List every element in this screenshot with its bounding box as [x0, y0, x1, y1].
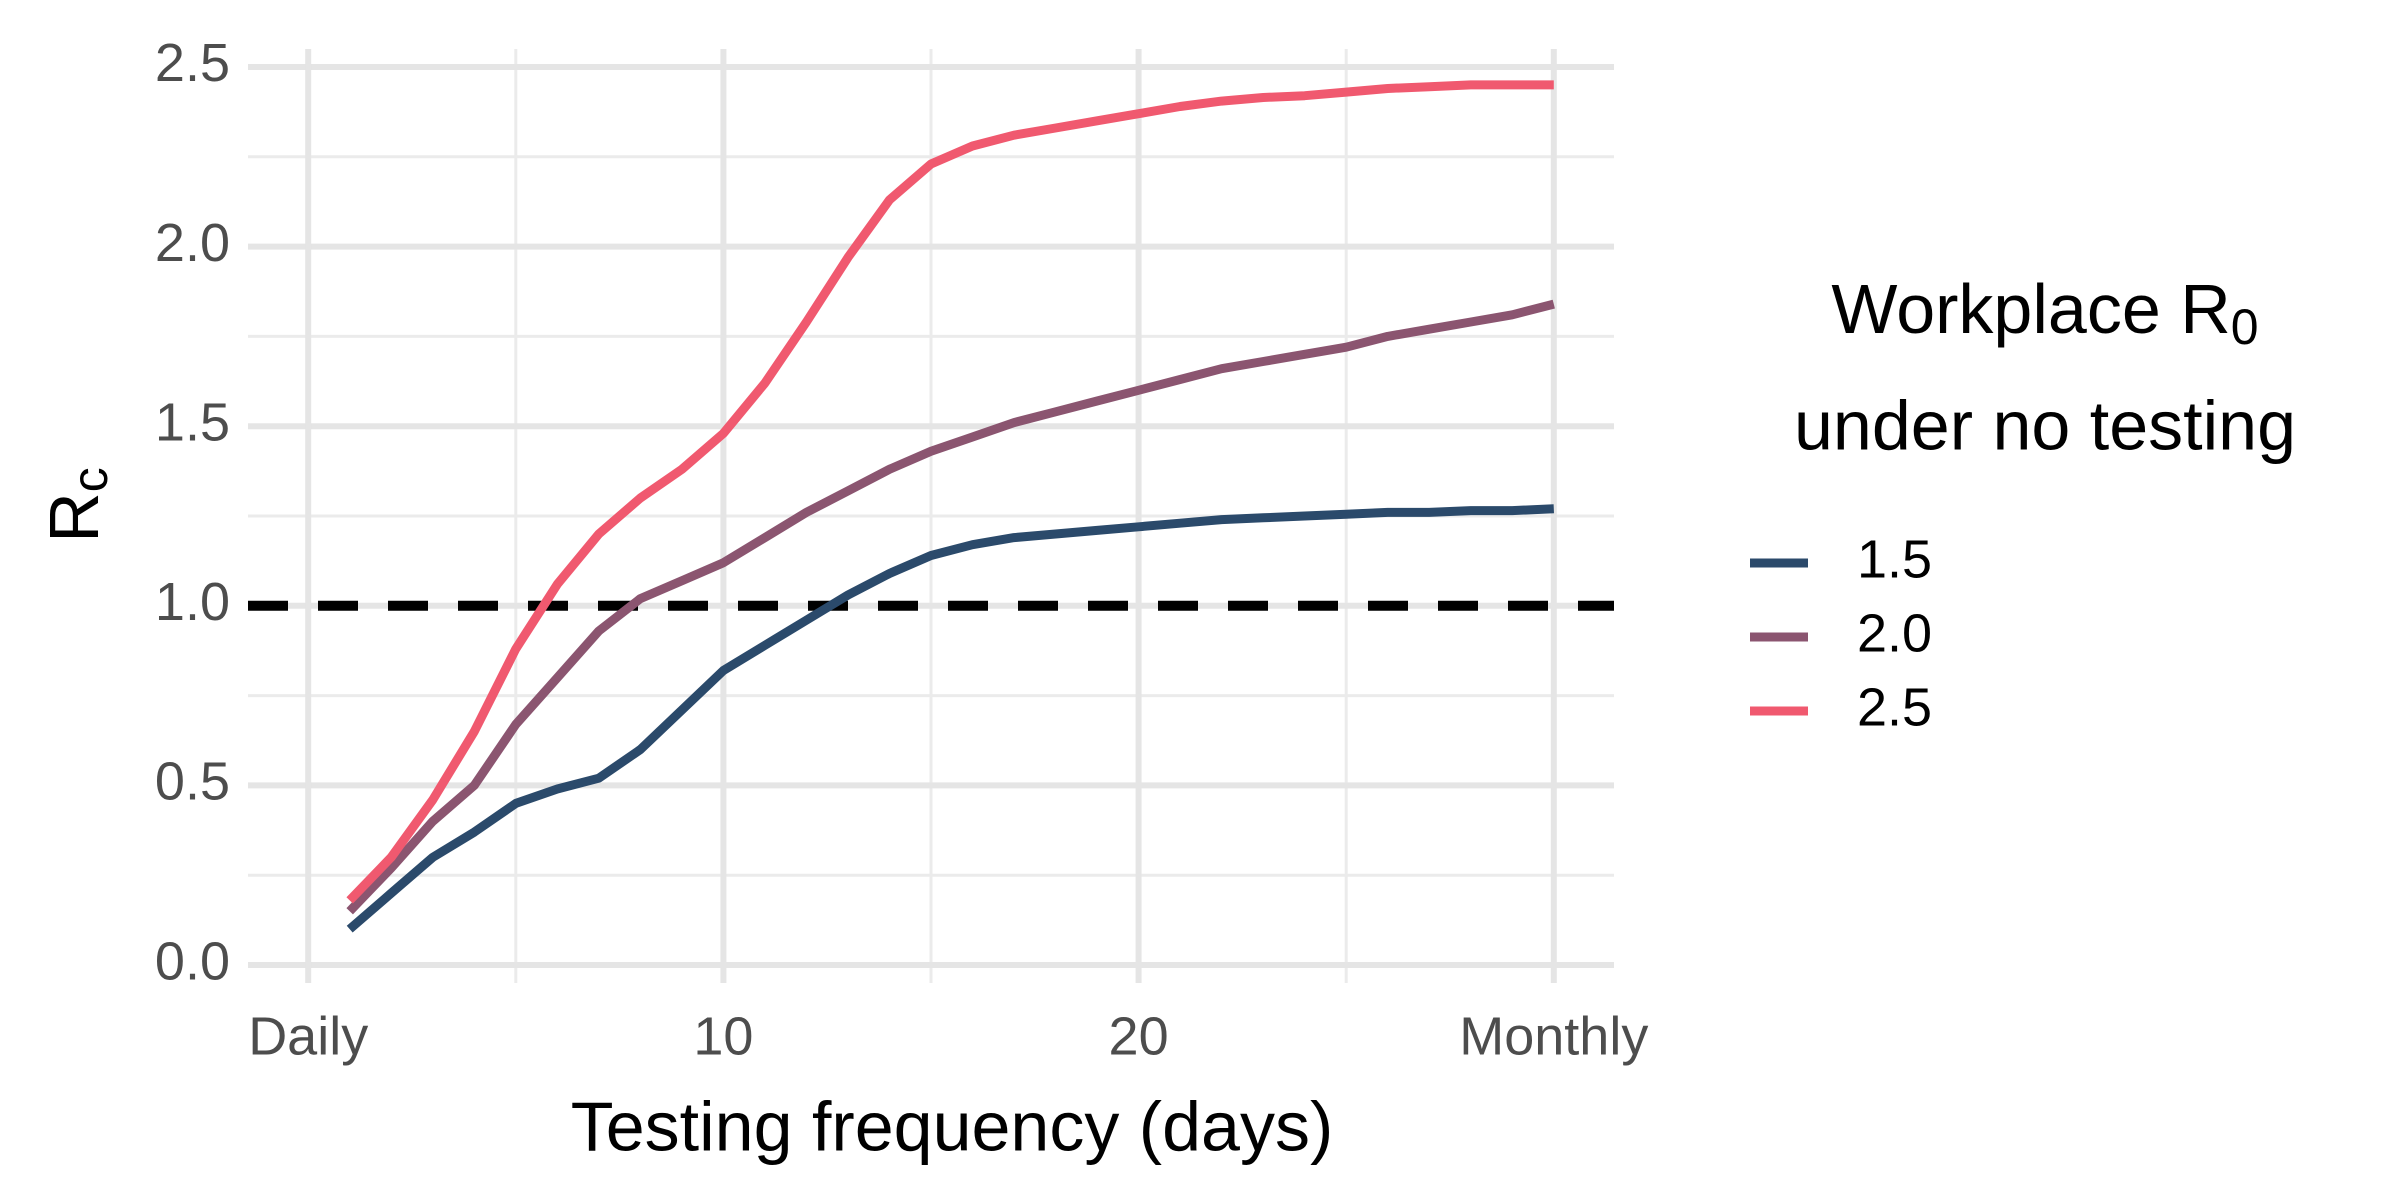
y-axis-title: Rc — [35, 467, 118, 543]
series-line — [346, 299, 1555, 915]
legend: 1.5 2.0 2.5 — [1750, 529, 1932, 737]
series-line — [346, 80, 1554, 904]
series-line — [346, 504, 1554, 933]
legend-title-line2: under no testing — [1794, 386, 2296, 464]
x-tick-label: 10 — [693, 1006, 753, 1066]
y-title-main: R — [35, 492, 113, 543]
legend-title-sub: 0 — [2231, 299, 2259, 355]
x-tick-label: 20 — [1109, 1006, 1169, 1066]
y-tick-label: 1.5 — [155, 392, 230, 452]
lines — [248, 80, 1614, 933]
y-tick-label: 2.5 — [155, 33, 230, 93]
x-tick-label: Monthly — [1459, 1006, 1648, 1066]
legend-label: 2.0 — [1857, 603, 1932, 663]
y-title-sub: c — [62, 467, 118, 492]
legend-title-main: Workplace R — [1831, 270, 2230, 348]
legend-label: 2.5 — [1857, 677, 1932, 737]
x-tick-label: Daily — [248, 1006, 368, 1066]
y-tick-label: 0.5 — [155, 752, 230, 812]
legend-label: 1.5 — [1857, 529, 1932, 589]
x-axis-title: Testing frequency (days) — [571, 1087, 1334, 1165]
y-tick-label: 1.0 — [155, 572, 230, 632]
legend-title: Workplace R0 — [1831, 270, 2258, 355]
y-tick-label: 2.0 — [155, 213, 230, 273]
y-tick-label: 0.0 — [155, 931, 230, 991]
